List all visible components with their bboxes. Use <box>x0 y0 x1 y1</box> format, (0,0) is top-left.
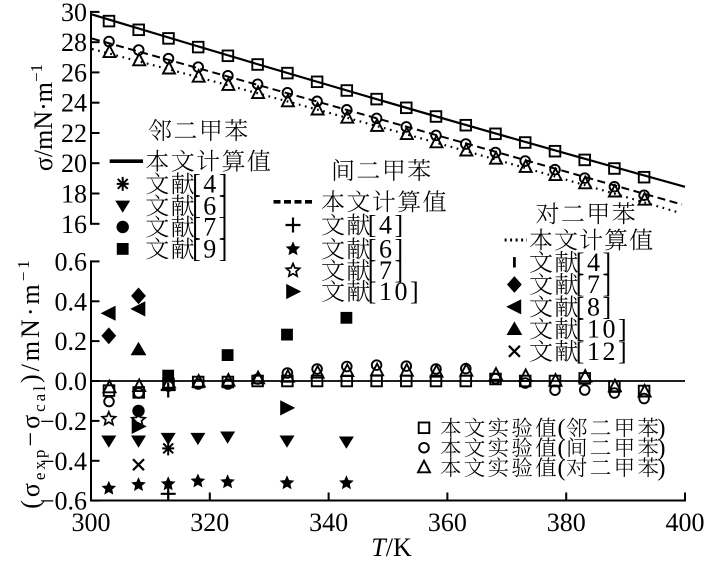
svg-text:(: ( <box>558 455 566 481</box>
svg-text:): ) <box>658 436 666 462</box>
svg-text:[4]: [4] <box>368 211 406 240</box>
svg-text:24: 24 <box>61 89 87 118</box>
svg-text:16: 16 <box>61 210 87 239</box>
svg-text:26: 26 <box>61 58 87 87</box>
svg-text:320: 320 <box>190 508 229 537</box>
svg-text:20: 20 <box>61 149 87 178</box>
svg-text:[6]: [6] <box>192 192 230 221</box>
svg-text:(: ( <box>558 416 566 442</box>
svg-text:[7]: [7] <box>192 213 230 242</box>
svg-text:0.4: 0.4 <box>55 287 88 316</box>
svg-text:[4]: [4] <box>576 248 614 277</box>
svg-text:0.0: 0.0 <box>55 367 88 396</box>
svg-text:): ) <box>658 455 666 481</box>
svg-text:[12]: [12] <box>576 337 629 366</box>
svg-text:[9]: [9] <box>192 235 230 264</box>
svg-text:22: 22 <box>61 119 87 148</box>
svg-text:400: 400 <box>666 508 705 537</box>
svg-text:[10]: [10] <box>576 315 629 344</box>
svg-text:30: 30 <box>61 0 87 27</box>
svg-text:T/K: T/K <box>371 533 412 562</box>
svg-text:340: 340 <box>309 508 348 537</box>
svg-text:[10]: [10] <box>368 277 421 306</box>
svg-text:360: 360 <box>428 508 467 537</box>
svg-text:[7]: [7] <box>368 256 406 285</box>
svg-text:380: 380 <box>547 508 586 537</box>
svg-text:28: 28 <box>61 28 87 57</box>
svg-text:[6]: [6] <box>368 235 406 264</box>
svg-text:−0.4: −0.4 <box>40 447 87 476</box>
svg-text:0.6: 0.6 <box>55 247 88 276</box>
svg-text:18: 18 <box>61 180 87 209</box>
svg-text:): ) <box>658 416 666 442</box>
svg-text:[8]: [8] <box>576 292 614 321</box>
svg-text:[4]: [4] <box>192 170 230 199</box>
svg-text:−0.6: −0.6 <box>40 487 87 516</box>
svg-text:−0.2: −0.2 <box>40 407 87 436</box>
svg-text:(: ( <box>558 436 566 462</box>
svg-text:0.2: 0.2 <box>55 327 88 356</box>
svg-text:300: 300 <box>72 508 111 537</box>
svg-text:[7]: [7] <box>576 270 614 299</box>
